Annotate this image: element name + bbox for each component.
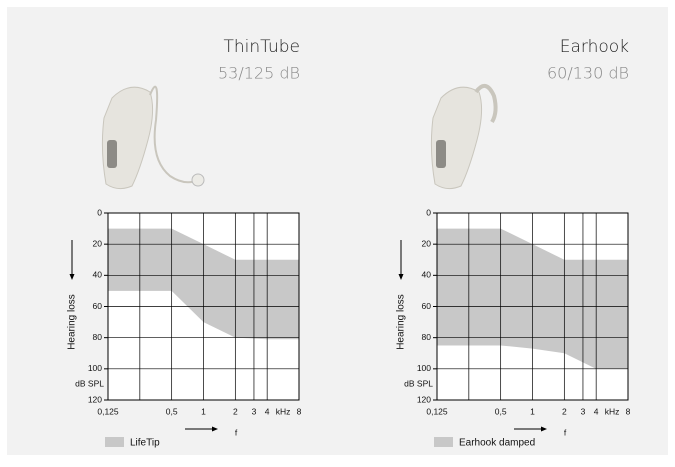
legend-label: LifeTip [130, 438, 160, 449]
chart-subtitle: 60/130 dB [547, 64, 629, 83]
x-tick-label: 4 [265, 406, 270, 416]
y-tick-label: 80 [422, 332, 432, 342]
x-tick-label: 0,5 [495, 406, 507, 416]
x-tick-label: 4 [594, 406, 599, 416]
x-arrow-head [541, 426, 547, 432]
x-tick-label: 2 [562, 406, 567, 416]
chart-subtitle: 53/125 dB [218, 64, 300, 83]
y-tick-label: 100 [417, 363, 431, 373]
y-tick-label: 60 [93, 301, 103, 311]
x-arrow-head [212, 426, 218, 432]
x-tick-label: 3 [581, 406, 586, 416]
x-axis-label: f [564, 427, 567, 437]
x-tick-label: 8 [297, 406, 302, 416]
x-unit: kHz [276, 406, 291, 416]
y-tick-label: 40 [422, 270, 432, 280]
y-unit: dB SPL [75, 379, 104, 389]
earhook-device [430, 84, 498, 190]
y-arrow-head [398, 274, 404, 280]
y-tick-label: 60 [422, 301, 432, 311]
legend-swatch [434, 437, 453, 447]
y-tick-label: 80 [93, 332, 103, 342]
x-tick-label: 8 [626, 406, 631, 416]
y-arrow-head [69, 274, 75, 280]
y-tick-label: 120 [417, 394, 431, 404]
x-axis-label: f [235, 427, 238, 437]
x-tick-label: 0,125 [97, 406, 119, 416]
x-unit: kHz [605, 406, 620, 416]
legend-label: Earhook damped [459, 438, 535, 449]
y-unit: dB SPL [404, 379, 433, 389]
y-tick-label: 40 [93, 270, 103, 280]
y-axis-label: Hearing loss [396, 294, 407, 350]
x-tick-label: 2 [233, 406, 238, 416]
thin-tube-device [101, 85, 205, 190]
y-tick-label: 20 [93, 238, 103, 248]
chart-title: ThinTube [224, 37, 300, 57]
x-tick-label: 1 [530, 406, 535, 416]
x-tick-label: 3 [252, 406, 257, 416]
y-tick-label: 120 [88, 394, 102, 404]
legend-swatch [105, 437, 124, 447]
y-axis-label: Hearing loss [67, 294, 78, 350]
chart-title: Earhook [560, 37, 629, 57]
y-tick-label: 0 [426, 207, 431, 217]
x-tick-label: 0,125 [426, 406, 448, 416]
x-tick-label: 1 [201, 406, 206, 416]
x-tick-label: 0,5 [166, 406, 178, 416]
y-tick-label: 0 [97, 207, 102, 217]
y-tick-label: 100 [88, 363, 102, 373]
y-tick-label: 20 [422, 238, 432, 248]
